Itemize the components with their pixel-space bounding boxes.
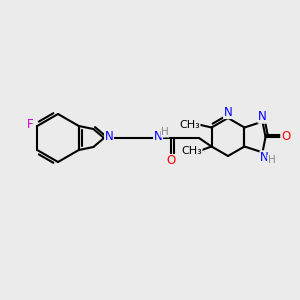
Text: N: N	[224, 106, 232, 118]
Text: O: O	[281, 130, 290, 143]
Text: F: F	[27, 118, 34, 130]
Text: N: N	[105, 130, 113, 143]
Text: H: H	[268, 155, 275, 165]
Text: N: N	[260, 151, 269, 164]
Text: N: N	[258, 110, 267, 123]
Text: N: N	[154, 130, 162, 143]
Text: CH₃: CH₃	[181, 146, 202, 155]
Text: CH₃: CH₃	[179, 119, 200, 130]
Text: H: H	[161, 127, 169, 137]
Text: O: O	[167, 154, 176, 167]
